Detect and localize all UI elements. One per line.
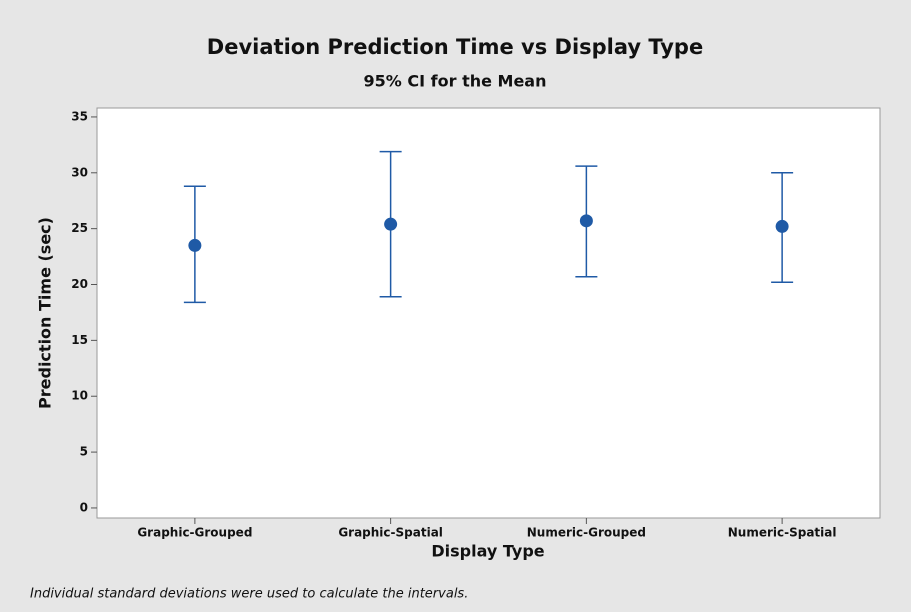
chart-subtitle: 95% CI for the Mean xyxy=(364,72,547,91)
y-tick-label: 20 xyxy=(71,277,88,291)
y-tick-label: 0 xyxy=(80,500,88,514)
y-tick-label: 10 xyxy=(71,389,88,403)
y-tick-label: 30 xyxy=(71,165,88,179)
footnote: Individual standard deviations were used… xyxy=(30,587,468,602)
mean-point xyxy=(384,217,398,231)
chart-title: Deviation Prediction Time vs Display Typ… xyxy=(207,35,703,59)
x-tick-label: Numeric-Spatial xyxy=(728,526,837,540)
mean-point xyxy=(775,219,789,233)
y-tick-label: 25 xyxy=(71,221,88,235)
x-axis-label: Display Type xyxy=(431,542,544,561)
y-tick-label: 35 xyxy=(71,109,88,123)
mean-point xyxy=(188,238,202,252)
mean-point xyxy=(579,214,593,228)
y-axis-label: Prediction Time (sec) xyxy=(36,217,55,409)
x-tick-label: Numeric-Grouped xyxy=(527,526,646,540)
y-tick-label: 5 xyxy=(80,445,88,459)
plot-area xyxy=(96,107,881,519)
x-tick-label: Graphic-Spatial xyxy=(338,526,443,540)
y-tick-label: 15 xyxy=(71,333,88,347)
x-tick-label: Graphic-Grouped xyxy=(137,526,252,540)
